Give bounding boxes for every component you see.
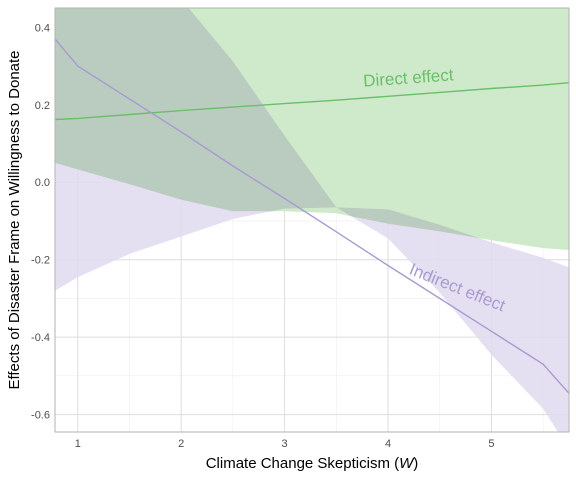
- y-tick-label-5: 0.4: [35, 22, 50, 34]
- x-tick-label-3: 4: [385, 438, 391, 450]
- band-series-1: [55, 8, 569, 432]
- y-tick-label-2: -0.2: [31, 255, 50, 267]
- line-series-0: [55, 82, 569, 121]
- x-axis-title: Climate Change Skepticism (W): [206, 455, 419, 472]
- plot-border: [54, 7, 570, 433]
- y-tick-labels: -0.6 -0.4 -0.2 0.0 0.2 0.4: [31, 22, 50, 421]
- confidence-bands: [55, 8, 569, 432]
- x-tick-label-1: 2: [178, 438, 184, 450]
- y-tick-label-1: -0.4: [31, 332, 50, 344]
- x-tick-labels: 1 2 3 4 5: [75, 438, 495, 450]
- effect-lines: [55, 38, 569, 394]
- x-tick-label-4: 5: [488, 438, 494, 450]
- y-tick-label-4: 0.2: [35, 100, 50, 112]
- y-axis-title: Effects of Disaster Frame on Willingness…: [6, 50, 23, 389]
- x-tick-label-2: 3: [282, 438, 288, 450]
- line-series-1: [55, 38, 569, 394]
- y-tick-label-3: 0.0: [35, 177, 50, 189]
- x-tick-label-0: 1: [75, 438, 81, 450]
- y-tick-label-0: -0.6: [31, 410, 50, 422]
